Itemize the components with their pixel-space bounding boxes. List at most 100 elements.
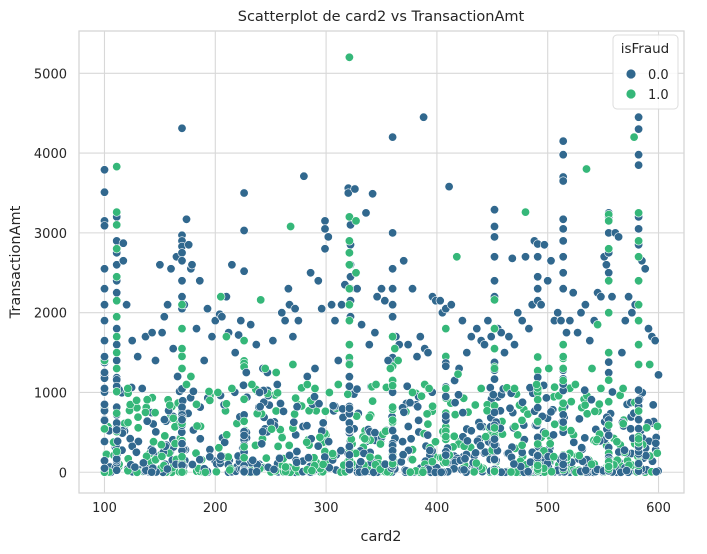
data-point-fraud bbox=[239, 453, 249, 463]
data-point-nonfraud bbox=[344, 425, 354, 435]
data-point-fraud bbox=[227, 383, 237, 393]
data-point-fraud bbox=[441, 383, 451, 393]
data-point-fraud bbox=[594, 399, 604, 409]
data-point-nonfraud bbox=[607, 292, 617, 302]
data-point-fraud bbox=[267, 424, 277, 434]
data-point-nonfraud bbox=[489, 276, 499, 286]
data-point-fraud bbox=[470, 400, 480, 410]
data-point-fraud bbox=[211, 467, 221, 477]
data-point-nonfraud bbox=[415, 332, 425, 342]
data-point-nonfraud bbox=[157, 328, 167, 338]
data-point-nonfraud bbox=[173, 371, 183, 381]
data-point-nonfraud bbox=[627, 308, 637, 318]
data-point-nonfraud bbox=[475, 421, 485, 431]
data-point-fraud bbox=[192, 421, 202, 431]
data-point-fraud bbox=[239, 416, 249, 426]
data-point-fraud bbox=[291, 393, 301, 403]
data-point-fraud bbox=[618, 419, 628, 429]
data-point-nonfraud bbox=[130, 462, 140, 472]
data-point-fraud bbox=[277, 433, 287, 443]
data-point-fraud bbox=[302, 379, 312, 389]
data-point-nonfraud bbox=[476, 441, 486, 451]
data-point-fraud bbox=[645, 359, 655, 369]
data-point-nonfraud bbox=[619, 445, 629, 455]
data-point-nonfraud bbox=[327, 300, 337, 310]
data-point-fraud bbox=[423, 419, 433, 429]
data-point-fraud bbox=[315, 432, 325, 442]
data-point-nonfraud bbox=[533, 451, 543, 461]
data-point-nonfraud bbox=[324, 437, 334, 447]
legend-marker-1 bbox=[625, 88, 637, 100]
data-point-nonfraud bbox=[100, 415, 110, 425]
data-point-fraud bbox=[288, 359, 298, 369]
data-point-fraud bbox=[416, 391, 426, 401]
data-point-nonfraud bbox=[505, 403, 515, 413]
data-point-fraud bbox=[213, 387, 223, 397]
data-point-nonfraud bbox=[177, 256, 187, 266]
data-point-nonfraud bbox=[489, 374, 499, 384]
data-point-nonfraud bbox=[192, 324, 202, 334]
data-point-fraud bbox=[545, 439, 555, 449]
data-point-fraud bbox=[509, 383, 519, 393]
data-point-fraud bbox=[388, 415, 398, 425]
data-point-nonfraud bbox=[344, 441, 354, 451]
x-axis-label: card2 bbox=[361, 529, 402, 545]
data-point-fraud bbox=[271, 367, 281, 377]
data-point-nonfraud bbox=[163, 300, 173, 310]
data-point-nonfraud bbox=[399, 407, 409, 417]
data-point-nonfraud bbox=[344, 381, 354, 391]
data-point-fraud bbox=[533, 416, 543, 426]
data-point-fraud bbox=[168, 413, 178, 423]
data-point-fraud bbox=[407, 387, 417, 397]
data-point-nonfraud bbox=[596, 292, 606, 302]
data-point-nonfraud bbox=[581, 465, 591, 475]
data-point-fraud bbox=[558, 352, 568, 362]
data-point-nonfraud bbox=[151, 355, 161, 365]
data-point-nonfraud bbox=[634, 424, 644, 434]
data-point-fraud bbox=[634, 300, 644, 310]
y-tick-label: 2000 bbox=[34, 307, 67, 322]
data-point-fraud bbox=[471, 458, 481, 468]
data-point-nonfraud bbox=[177, 276, 187, 286]
data-point-nonfraud bbox=[118, 238, 128, 248]
data-point-nonfraud bbox=[310, 363, 320, 373]
data-point-nonfraud bbox=[162, 464, 172, 474]
data-point-nonfraud bbox=[507, 253, 517, 263]
data-point-fraud bbox=[112, 312, 122, 322]
data-point-nonfraud bbox=[634, 395, 644, 405]
data-point-fraud bbox=[112, 162, 122, 172]
data-point-nonfraud bbox=[453, 390, 463, 400]
data-point-nonfraud bbox=[272, 379, 282, 389]
data-point-fraud bbox=[652, 421, 662, 431]
data-point-nonfraud bbox=[634, 160, 644, 170]
data-point-fraud bbox=[629, 132, 639, 142]
data-point-nonfraud bbox=[155, 260, 165, 270]
data-point-fraud bbox=[310, 383, 320, 393]
data-point-fraud bbox=[177, 452, 187, 462]
data-point-nonfraud bbox=[195, 276, 205, 286]
data-point-nonfraud bbox=[541, 393, 551, 403]
data-point-fraud bbox=[344, 359, 354, 369]
data-point-fraud bbox=[182, 379, 192, 389]
data-point-nonfraud bbox=[288, 332, 298, 342]
data-point-fraud bbox=[427, 457, 437, 467]
data-point-nonfraud bbox=[151, 427, 161, 437]
data-point-fraud bbox=[112, 348, 122, 358]
data-point-nonfraud bbox=[314, 399, 324, 409]
data-point-fraud bbox=[149, 437, 159, 447]
data-point-nonfraud bbox=[350, 184, 360, 194]
data-point-fraud bbox=[177, 351, 187, 361]
data-point-fraud bbox=[424, 383, 434, 393]
data-point-fraud bbox=[517, 415, 527, 425]
data-point-nonfraud bbox=[372, 292, 382, 302]
x-tick-label: 300 bbox=[314, 501, 339, 516]
data-point-fraud bbox=[375, 439, 385, 449]
data-point-nonfraud bbox=[489, 252, 499, 262]
data-point-nonfraud bbox=[423, 348, 433, 358]
data-point-fraud bbox=[489, 295, 499, 305]
data-point-nonfraud bbox=[255, 387, 265, 397]
data-point-nonfraud bbox=[239, 266, 249, 276]
data-point-fraud bbox=[177, 300, 187, 310]
data-point-nonfraud bbox=[317, 304, 327, 314]
data-point-nonfraud bbox=[166, 264, 176, 274]
